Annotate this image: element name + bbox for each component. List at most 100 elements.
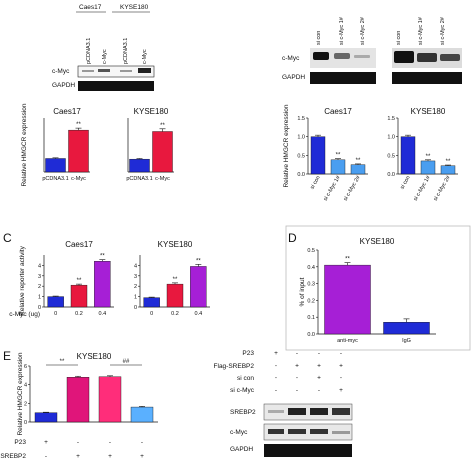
blot-band-1 <box>82 70 94 72</box>
blot-si2-lane-2: si c-Myc 1# <box>418 16 424 45</box>
condition-label: P23 <box>14 439 26 446</box>
bar <box>383 322 430 335</box>
bar <box>47 296 64 308</box>
blot-e-sign: - <box>275 362 277 369</box>
chart-title: KYSE180 <box>411 107 446 116</box>
blot-si-band-label-gapdh: GAPDH <box>282 74 305 81</box>
y-tick-label: 6 <box>24 364 27 370</box>
blot-lane-3: pCDNA3.1 <box>123 38 129 64</box>
blot-e-row-label-4: si c-Myc <box>230 387 255 394</box>
blot-e-row-label-1: P23 <box>242 350 254 357</box>
blot-e-row-label-2: Flag-SREBP2 <box>214 363 255 370</box>
blot-e-srebp2-b2 <box>288 408 306 415</box>
bar <box>152 131 173 173</box>
x-tick-label: si c-Myc 2# <box>343 174 363 202</box>
y-tick-label: 0.3 <box>307 282 315 288</box>
significance-marker: ** <box>76 122 81 128</box>
significance-marker: ** <box>336 153 341 159</box>
condition-sign: - <box>77 439 79 446</box>
x-tick-label: pCDNA3.1 <box>126 176 152 182</box>
blot-lane-2: c-Myc <box>102 49 108 64</box>
blot-e-sign: - <box>296 375 298 382</box>
blot-e-sign: - <box>340 375 342 382</box>
chart-reporter-kyse180: KYSE180 0 1 2 3 4 0 ** 0.2 ** 0.4 <box>134 240 210 317</box>
blot-group-kyse180: KYSE180 <box>120 4 149 11</box>
blot-band-3 <box>120 70 132 72</box>
blot-e-gapdh <box>264 444 352 457</box>
blot-frame-gapdh <box>78 81 154 91</box>
condition-sign: + <box>140 453 144 460</box>
chart-reporter-caes17: Caes17 Relative reporter activity 0 1 2 3 4 0 **… <box>9 240 114 318</box>
y-tick-label: 2 <box>134 284 137 290</box>
y-tick-label: 0.0 <box>297 172 305 178</box>
blot-si2-lane-3: si c-Myc 2# <box>440 16 446 45</box>
blot-lane-1: pCDNA3.1 <box>86 38 92 64</box>
x-tick-label: c-Myc <box>155 176 170 182</box>
y-axis-label: Relative HMGCR expression <box>21 103 28 186</box>
panel-letter-e: E <box>3 349 11 363</box>
bar <box>324 264 371 335</box>
blot-e-sign: - <box>318 387 320 394</box>
condition-sign: - <box>109 439 111 446</box>
bar <box>98 376 122 423</box>
blot-e-signs: + - - - - + + + - - + - - - - + <box>274 350 343 394</box>
y-tick-label: 2 <box>24 401 27 407</box>
bar <box>143 297 160 308</box>
blot-e-srebp2 <box>263 403 353 421</box>
y-tick-label: 0.0 <box>387 172 395 178</box>
condition-label: Flag-SREBP2 <box>0 453 26 460</box>
y-tick-label: 3 <box>134 274 137 280</box>
x-tick-label: si c-Myc 1# <box>413 174 433 202</box>
blot-si2-gapdh <box>392 72 462 84</box>
y-axis-label: Relative HMGCR expression <box>283 104 290 187</box>
bar <box>190 266 207 308</box>
y-tick-label: 3 <box>38 274 41 280</box>
y-tick-label: 0.4 <box>307 265 315 271</box>
blot-si1-cmyc-b1 <box>313 52 329 60</box>
blot-e-cmyc-b1 <box>268 429 284 434</box>
chart-chip-kyse180: KYSE180 % of input 0.0 0.1 0.2 0.3 0.4 0.5 ** ant… <box>299 237 436 344</box>
blot-e-cmyc-b3 <box>310 429 328 434</box>
blot-si1-cmyc-b2 <box>334 53 350 59</box>
blot-e-srebp2-b3 <box>310 408 328 415</box>
blot-e-sign: - <box>318 350 320 357</box>
significance-marker: ** <box>196 258 201 264</box>
chart-title: Caes17 <box>53 107 81 116</box>
bar <box>129 158 150 173</box>
bar <box>330 159 346 175</box>
condition-sign: + <box>44 439 48 446</box>
blot-e-sign: - <box>275 375 277 382</box>
y-tick-label: 1.5 <box>387 116 395 122</box>
blot-e-band-label-srebp2: SREBP2 <box>230 409 256 416</box>
blot-e-srebp2-b1 <box>268 410 284 413</box>
blot-panel-e: P23 Flag-SREBP2 si con si c-Myc + - - -- + + +… <box>214 350 353 457</box>
bar <box>66 377 90 423</box>
blot-si2-cmyc-b3 <box>440 54 460 61</box>
y-tick-label: 0.5 <box>297 153 305 159</box>
blot-e-sign: + <box>317 375 321 382</box>
blot-e-sign: + <box>274 350 278 357</box>
x-tick-label: 0.4 <box>195 311 203 317</box>
y-tick-label: 1 <box>38 295 41 301</box>
chart-title: Caes17 <box>65 240 93 249</box>
blot-group-caes17: Caes17 <box>79 4 102 11</box>
blot-e-sign: - <box>340 350 342 357</box>
y-tick-label: 1.0 <box>387 135 395 141</box>
chart-hmgcr-si-kyse180: KYSE180 0.0 0.5 1.0 1.5 si con ** si c-Myc 1# **… <box>387 107 458 202</box>
blot-e-sign: + <box>339 387 343 394</box>
significance-marker: ** <box>100 254 105 260</box>
blot-si1-gapdh <box>310 72 376 84</box>
x-axis-label: c-Myc (ug) <box>9 311 40 318</box>
blot-si-lane-2: si c-Myc 1# <box>339 16 345 45</box>
condition-sign: + <box>76 453 80 460</box>
x-tick-label: si c-Myc 1# <box>323 174 343 202</box>
chart-hmgcr-e-kyse180: KYSE180 Relative HMGCR expression 0 2 4 6 P23 +… <box>0 352 158 460</box>
condition-sign: - <box>45 453 47 460</box>
y-tick-label: 4 <box>134 263 137 269</box>
x-tick-label: anti-myc <box>337 338 358 344</box>
y-tick-label: 1.0 <box>297 135 305 141</box>
y-tick-label: 0.5 <box>307 248 315 254</box>
y-axis-label: Relative reporter activity <box>19 245 26 315</box>
x-tick-label: IgG <box>402 338 411 344</box>
